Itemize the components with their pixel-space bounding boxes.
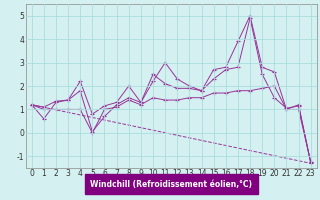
X-axis label: Windchill (Refroidissement éolien,°C): Windchill (Refroidissement éolien,°C) [90, 180, 252, 189]
